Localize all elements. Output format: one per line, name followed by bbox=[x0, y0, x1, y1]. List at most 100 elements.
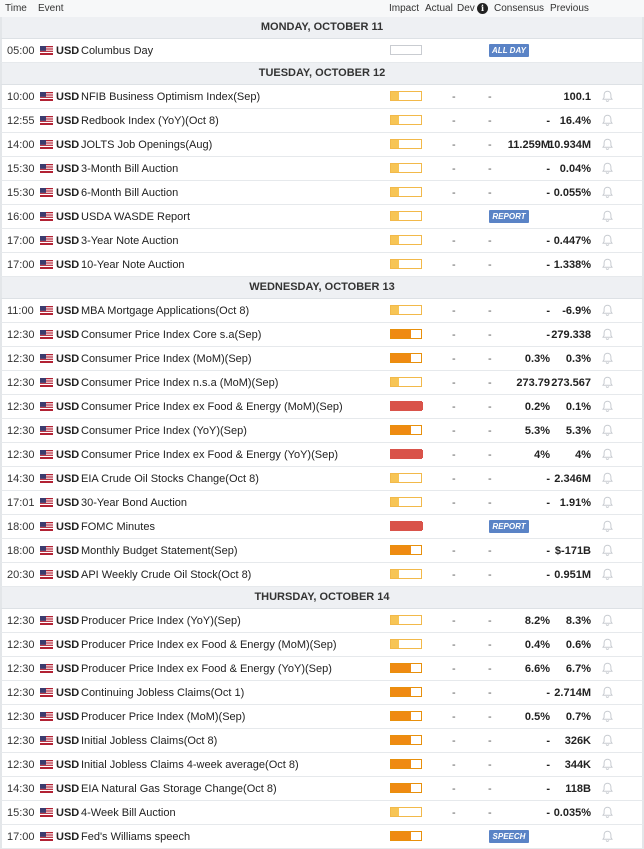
bell-icon[interactable] bbox=[601, 568, 614, 581]
event-name[interactable]: Consumer Price Index Core s.a(Sep) bbox=[81, 329, 262, 341]
bell-icon[interactable] bbox=[601, 234, 614, 247]
event-name[interactable]: 30-Year Bond Auction bbox=[81, 497, 188, 509]
event-row[interactable]: 15:30 USD 4-Week Bill Auction - - -0.035% bbox=[0, 801, 644, 825]
bell-icon[interactable] bbox=[601, 544, 614, 557]
bell-icon[interactable] bbox=[601, 758, 614, 771]
event-name[interactable]: 10-Year Note Auction bbox=[81, 259, 185, 271]
event-name[interactable]: JOLTS Job Openings(Aug) bbox=[81, 139, 213, 151]
event-name[interactable]: Monthly Budget Statement(Sep) bbox=[81, 545, 238, 557]
event-name[interactable]: FOMC Minutes bbox=[81, 521, 155, 533]
bell-icon[interactable] bbox=[601, 496, 614, 509]
event-name[interactable]: 3-Year Note Auction bbox=[81, 235, 179, 247]
event-name[interactable]: Producer Price Index ex Food & Energy (M… bbox=[81, 639, 337, 651]
event-name[interactable]: EIA Natural Gas Storage Change(Oct 8) bbox=[81, 783, 277, 795]
event-name[interactable]: Producer Price Index (MoM)(Sep) bbox=[81, 711, 246, 723]
event-name[interactable]: Consumer Price Index n.s.a (MoM)(Sep) bbox=[81, 377, 279, 389]
event-name[interactable]: Consumer Price Index ex Food & Energy (Y… bbox=[81, 449, 338, 461]
info-icon[interactable]: i bbox=[477, 3, 488, 14]
impact-indicator bbox=[390, 115, 422, 125]
bell-icon[interactable] bbox=[601, 662, 614, 675]
event-row[interactable]: 16:00 USD USDA WASDE Report REPORT bbox=[0, 205, 644, 229]
event-row[interactable]: 12:30 USD Consumer Price Index (YoY)(Sep) -… bbox=[0, 419, 644, 443]
event-row[interactable]: 12:30 USD Initial Jobless Claims 4-week av… bbox=[0, 753, 644, 777]
event-row[interactable]: 15:30 USD 3-Month Bill Auction - - -0.04% bbox=[0, 157, 644, 181]
bell-icon[interactable] bbox=[601, 782, 614, 795]
event-name[interactable]: Consumer Price Index (YoY)(Sep) bbox=[81, 425, 247, 437]
event-name[interactable]: Consumer Price Index (MoM)(Sep) bbox=[81, 353, 252, 365]
event-row[interactable]: 17:00 USD Fed's Williams speech SPEECH bbox=[0, 825, 644, 849]
day-header: WEDNESDAY, OCTOBER 13 bbox=[0, 277, 644, 299]
event-row[interactable]: 12:30 USD Continuing Jobless Claims(Oct 1)… bbox=[0, 681, 644, 705]
event-name[interactable]: Continuing Jobless Claims(Oct 1) bbox=[81, 687, 245, 699]
bell-icon[interactable] bbox=[601, 424, 614, 437]
event-name[interactable]: Producer Price Index ex Food & Energy (Y… bbox=[81, 663, 332, 675]
event-row[interactable]: 17:00 USD 10-Year Note Auction - - -1.338% bbox=[0, 253, 644, 277]
bell-icon[interactable] bbox=[601, 114, 614, 127]
bell-icon[interactable] bbox=[601, 328, 614, 341]
event-name[interactable]: Redbook Index (YoY)(Oct 8) bbox=[81, 115, 219, 127]
event-row[interactable]: 11:00 USD MBA Mortgage Applications(Oct 8)… bbox=[0, 299, 644, 323]
event-row[interactable]: 14:00 USD JOLTS Job Openings(Aug) - - 11.259M… bbox=[0, 133, 644, 157]
event-row[interactable]: 12:30 USD Consumer Price Index ex Food & E… bbox=[0, 395, 644, 419]
event-row[interactable]: 12:30 USD Producer Price Index (YoY)(Sep) -… bbox=[0, 609, 644, 633]
event-row[interactable]: 17:01 USD 30-Year Bond Auction - - -1.91% bbox=[0, 491, 644, 515]
event-name[interactable]: USDA WASDE Report bbox=[81, 211, 191, 223]
event-row[interactable]: 12:30 USD Consumer Price Index Core s.a(Se… bbox=[0, 323, 644, 347]
us-flag-icon bbox=[40, 546, 53, 555]
event-name[interactable]: Fed's Williams speech bbox=[81, 831, 191, 843]
bell-icon[interactable] bbox=[601, 472, 614, 485]
event-name[interactable]: Initial Jobless Claims(Oct 8) bbox=[81, 735, 218, 747]
event-name[interactable]: Initial Jobless Claims 4-week average(Oc… bbox=[81, 759, 299, 771]
event-row[interactable]: 15:30 USD 6-Month Bill Auction - - -0.055% bbox=[0, 181, 644, 205]
event-row[interactable]: 10:00 USD NFIB Business Optimism Index(Sep… bbox=[0, 85, 644, 109]
event-name[interactable]: EIA Crude Oil Stocks Change(Oct 8) bbox=[81, 473, 259, 485]
event-row[interactable]: 17:00 USD 3-Year Note Auction - - -0.447% bbox=[0, 229, 644, 253]
event-name[interactable]: Producer Price Index (YoY)(Sep) bbox=[81, 615, 241, 627]
bell-icon[interactable] bbox=[601, 830, 614, 843]
bell-icon[interactable] bbox=[601, 686, 614, 699]
bell-icon[interactable] bbox=[601, 806, 614, 819]
bell-icon[interactable] bbox=[601, 304, 614, 317]
event-name[interactable]: 4-Week Bill Auction bbox=[81, 807, 176, 819]
event-row[interactable]: 14:30 USD EIA Natural Gas Storage Change(O… bbox=[0, 777, 644, 801]
bell-icon[interactable] bbox=[601, 352, 614, 365]
event-row[interactable]: 05:00 USD Columbus Day ALL DAY bbox=[0, 39, 644, 63]
bell-icon[interactable] bbox=[601, 614, 614, 627]
us-flag-icon bbox=[40, 688, 53, 697]
event-name[interactable]: 3-Month Bill Auction bbox=[81, 163, 179, 175]
event-actual: - bbox=[452, 91, 456, 103]
bell-icon[interactable] bbox=[601, 138, 614, 151]
event-row[interactable]: 12:30 USD Initial Jobless Claims(Oct 8) - - -… bbox=[0, 729, 644, 753]
event-consensus: - bbox=[546, 329, 550, 341]
bell-icon[interactable] bbox=[601, 520, 614, 533]
event-row[interactable]: 20:30 USD API Weekly Crude Oil Stock(Oct 8… bbox=[0, 563, 644, 587]
event-row[interactable]: 14:30 USD EIA Crude Oil Stocks Change(Oct … bbox=[0, 467, 644, 491]
bell-icon[interactable] bbox=[601, 448, 614, 461]
event-row[interactable]: 18:00 USD FOMC Minutes REPORT bbox=[0, 515, 644, 539]
event-name[interactable]: 6-Month Bill Auction bbox=[81, 187, 179, 199]
event-name[interactable]: NFIB Business Optimism Index(Sep) bbox=[81, 91, 261, 103]
event-actual: - bbox=[452, 783, 456, 795]
event-row[interactable]: 12:30 USD Producer Price Index ex Food & E… bbox=[0, 633, 644, 657]
event-row[interactable]: 18:00 USD Monthly Budget Statement(Sep) - - -… bbox=[0, 539, 644, 563]
event-row[interactable]: 12:30 USD Consumer Price Index ex Food & E… bbox=[0, 443, 644, 467]
bell-icon[interactable] bbox=[601, 376, 614, 389]
event-name[interactable]: API Weekly Crude Oil Stock(Oct 8) bbox=[81, 569, 252, 581]
bell-icon[interactable] bbox=[601, 638, 614, 651]
event-row[interactable]: 12:55 USD Redbook Index (YoY)(Oct 8) - - -16.… bbox=[0, 109, 644, 133]
event-name[interactable]: MBA Mortgage Applications(Oct 8) bbox=[81, 305, 250, 317]
bell-icon[interactable] bbox=[601, 186, 614, 199]
event-row[interactable]: 12:30 USD Consumer Price Index n.s.a (MoM)… bbox=[0, 371, 644, 395]
bell-icon[interactable] bbox=[601, 162, 614, 175]
event-name[interactable]: Consumer Price Index ex Food & Energy (M… bbox=[81, 401, 343, 413]
event-name[interactable]: Columbus Day bbox=[81, 45, 154, 57]
bell-icon[interactable] bbox=[601, 710, 614, 723]
bell-icon[interactable] bbox=[601, 258, 614, 271]
bell-icon[interactable] bbox=[601, 400, 614, 413]
bell-icon[interactable] bbox=[601, 210, 614, 223]
bell-icon[interactable] bbox=[601, 734, 614, 747]
event-row[interactable]: 12:30 USD Producer Price Index ex Food & E… bbox=[0, 657, 644, 681]
event-row[interactable]: 12:30 USD Producer Price Index (MoM)(Sep) -… bbox=[0, 705, 644, 729]
event-row[interactable]: 12:30 USD Consumer Price Index (MoM)(Sep) -… bbox=[0, 347, 644, 371]
bell-icon[interactable] bbox=[601, 90, 614, 103]
